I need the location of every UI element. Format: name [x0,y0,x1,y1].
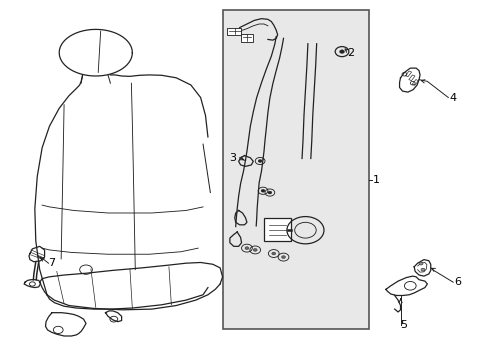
Text: 4: 4 [448,93,455,103]
Bar [408,75,414,81]
Bar [222,10,368,329]
Circle shape [244,247,248,249]
Circle shape [258,159,262,162]
Circle shape [267,191,271,194]
Circle shape [271,252,275,255]
Text: 2: 2 [346,48,353,58]
Bar [227,28,241,36]
Text: 5: 5 [400,320,407,330]
Circle shape [281,256,285,258]
Circle shape [339,50,344,53]
Circle shape [253,248,257,251]
Text: 6: 6 [453,277,460,287]
Bar [264,218,290,241]
Text: 7: 7 [48,258,56,268]
Text: 3: 3 [228,153,235,163]
Circle shape [420,268,424,271]
Bar [405,71,411,77]
Bar [411,80,418,85]
Bar [241,34,252,41]
Text: 1: 1 [372,175,379,185]
Circle shape [261,189,264,192]
Circle shape [418,262,422,265]
